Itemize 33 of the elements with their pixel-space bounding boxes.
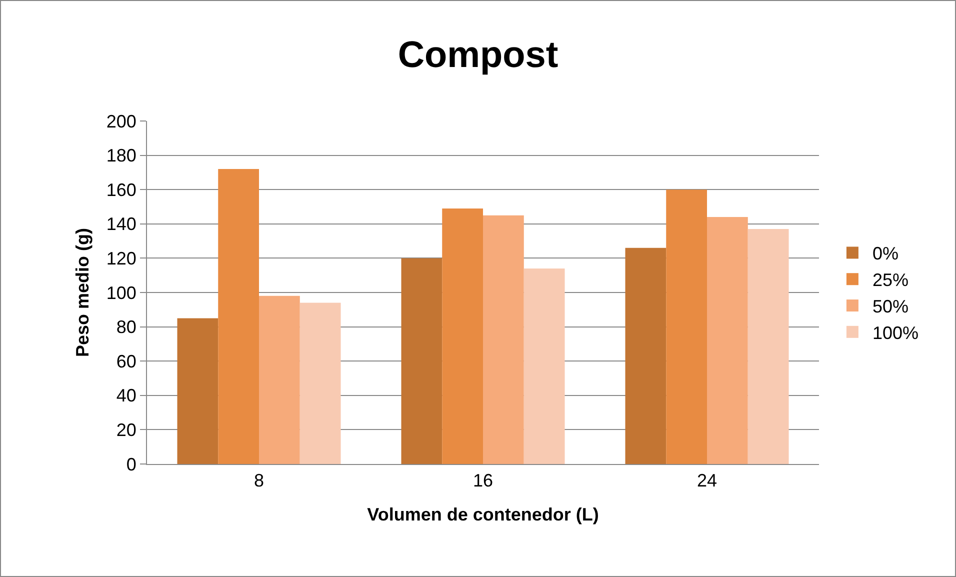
x-tick-label: 16 xyxy=(472,470,494,491)
legend-label: 50% xyxy=(872,296,908,317)
bar xyxy=(625,248,666,464)
bar xyxy=(218,169,259,464)
y-tick-label: 20 xyxy=(116,420,136,440)
legend-label: 0% xyxy=(872,244,898,264)
legend-label: 100% xyxy=(872,322,918,343)
bar xyxy=(401,258,442,464)
bar xyxy=(748,229,789,464)
bar xyxy=(666,190,707,464)
x-axis-title: Volumen de contenedor (L) xyxy=(367,504,599,525)
x-tick-label: 8 xyxy=(254,470,264,491)
y-tick-label: 180 xyxy=(106,146,136,166)
bar xyxy=(442,208,483,464)
y-tick-label: 160 xyxy=(106,180,136,200)
x-tick-label: 24 xyxy=(696,470,718,491)
bar xyxy=(707,217,748,464)
bar xyxy=(300,302,341,464)
bar xyxy=(177,318,218,464)
chart-title: Compost xyxy=(398,34,558,76)
bar xyxy=(524,268,565,464)
y-tick-label: 200 xyxy=(106,111,136,132)
bar xyxy=(259,296,300,464)
y-tick-label: 100 xyxy=(106,282,136,303)
y-axis-title: Peso medio (g) xyxy=(72,228,93,358)
legend-label: 25% xyxy=(872,270,908,290)
y-tick-label: 60 xyxy=(116,351,136,372)
bar xyxy=(483,215,524,464)
y-tick-label: 0 xyxy=(126,454,136,474)
y-tick-label: 80 xyxy=(116,317,136,338)
y-tick-label: 120 xyxy=(106,248,136,268)
y-tick-label: 40 xyxy=(116,386,136,406)
y-tick-label: 140 xyxy=(106,214,136,234)
